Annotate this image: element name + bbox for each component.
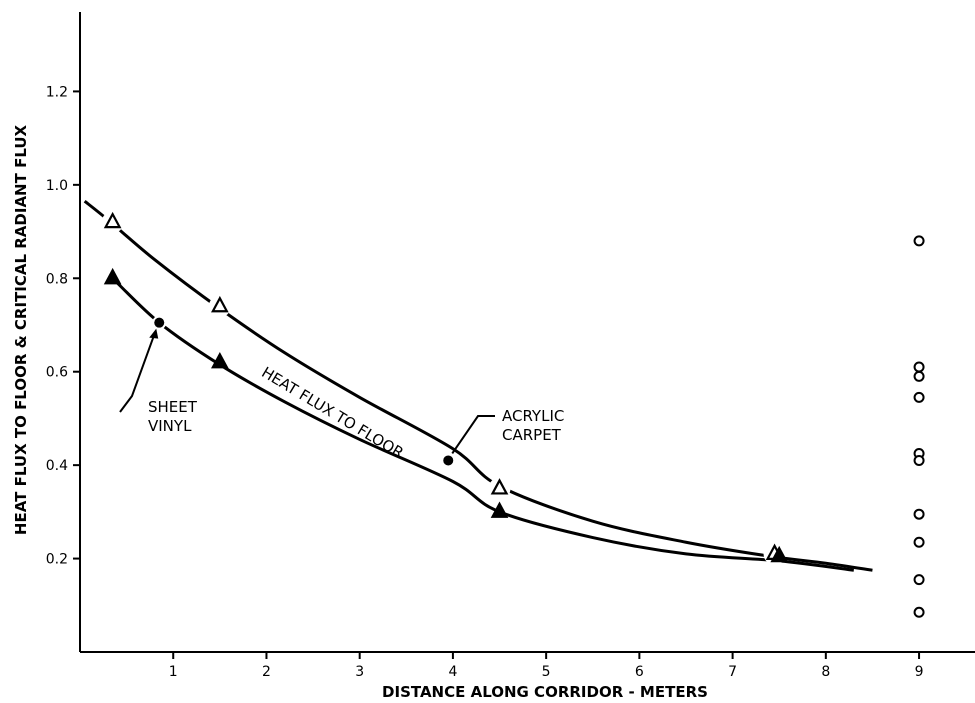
x-tick-label: 2 <box>262 664 271 680</box>
open-triangle-marker <box>490 478 509 495</box>
filled-triangle-marker <box>770 545 789 563</box>
filled-triangle-marker <box>103 267 122 285</box>
critical-radiant-flux-point <box>913 508 925 520</box>
x-tick-label: 9 <box>915 664 924 680</box>
x-tick-label: 3 <box>355 664 364 680</box>
y-tick-label: 0.2 <box>46 552 68 568</box>
y-tick-label: 0.4 <box>46 458 68 474</box>
y-axis-title: HEAT FLUX TO FLOOR & CRITICAL RADIANT FL… <box>12 124 30 535</box>
y-tick-label: 0.8 <box>46 271 68 287</box>
critical-radiant-flux-point <box>913 454 925 466</box>
axes: 1 2 3 4 5 6 7 8 9 0.2 0.4 0.6 0.8 1.0 1.2 <box>46 12 975 680</box>
critical-radiant-flux-point <box>913 370 925 382</box>
x-tick-label: 1 <box>169 664 178 680</box>
y-tick-label: 1.0 <box>46 178 68 194</box>
filled-triangle-marker <box>490 501 509 518</box>
x-tick-label: 6 <box>635 664 644 680</box>
lower-heat-flux-curve <box>111 277 854 572</box>
upper-heat-flux-curve <box>83 200 873 572</box>
labeled-point <box>154 317 165 328</box>
sheet-vinyl-label-line: VINYL <box>148 417 192 435</box>
annotations: SHEET VINYL ACRYLIC CARPET <box>119 328 564 455</box>
curves <box>83 200 873 572</box>
critical-radiant-flux-point <box>913 235 925 247</box>
y-tick-label: 1.2 <box>46 84 68 100</box>
acrylic-carpet-label-line: CARPET <box>502 426 562 444</box>
sheet-vinyl-leader <box>119 334 156 413</box>
critical-radiant-flux-point <box>913 391 925 403</box>
open-triangle-marker <box>103 211 122 229</box>
markers <box>101 211 925 618</box>
x-tick-label: 8 <box>821 664 830 680</box>
filled-triangle-marker <box>211 351 229 369</box>
critical-radiant-flux-point <box>913 361 925 373</box>
open-triangle-marker <box>211 295 229 313</box>
sheet-vinyl-label: SHEET VINYL <box>148 398 198 435</box>
acrylic-carpet-leader <box>451 415 495 455</box>
critical-radiant-flux-point <box>913 536 925 548</box>
sheet-vinyl-arrowhead <box>149 328 159 339</box>
x-tick-label: 5 <box>542 664 551 680</box>
critical-radiant-flux-point <box>913 574 925 586</box>
y-tick-label: 0.6 <box>46 365 68 381</box>
acrylic-carpet-label: ACRYLIC CARPET <box>502 407 564 444</box>
labeled-point <box>443 455 454 466</box>
x-axis-title: DISTANCE ALONG CORRIDOR - METERS <box>382 683 708 701</box>
critical-radiant-flux-point <box>913 606 925 618</box>
x-tick-label: 4 <box>448 664 457 680</box>
curve-label: HEAT FLUX TO FLOOR <box>258 363 406 462</box>
acrylic-carpet-label-line: ACRYLIC <box>502 407 564 425</box>
x-tick-label: 7 <box>728 664 737 680</box>
sheet-vinyl-label-line: SHEET <box>148 398 198 416</box>
